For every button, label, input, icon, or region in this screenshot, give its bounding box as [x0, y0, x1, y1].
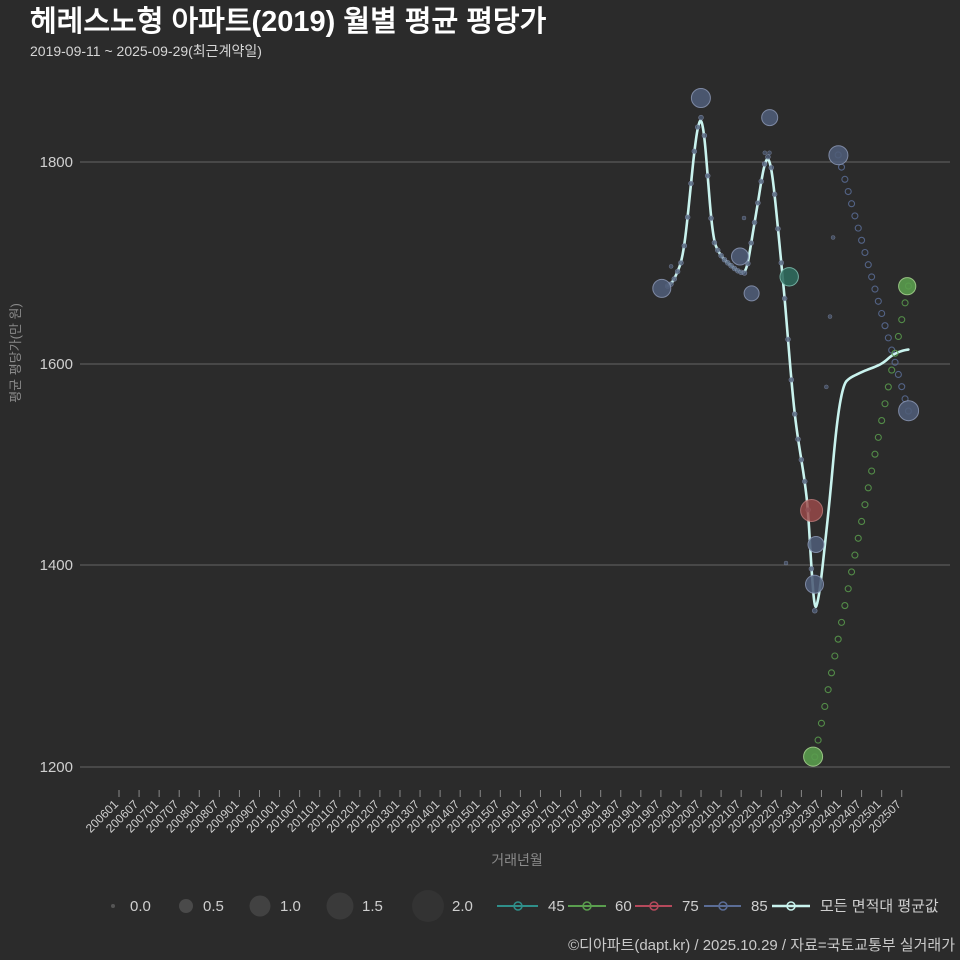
svg-text:모든 면적대 평균값: 모든 면적대 평균값 [820, 898, 939, 915]
svg-text:85: 85 [751, 898, 768, 915]
svg-text:1400: 1400 [40, 557, 73, 574]
svg-text:2.0: 2.0 [452, 898, 473, 915]
svg-text:평균 평당가(만 원): 평균 평당가(만 원) [8, 303, 23, 403]
svg-text:0.5: 0.5 [203, 898, 224, 915]
svg-text:1.0: 1.0 [280, 898, 301, 915]
svg-text:1.5: 1.5 [362, 898, 383, 915]
svg-text:거래년월: 거래년월 [491, 852, 543, 868]
svg-text:60: 60 [615, 898, 632, 915]
svg-text:1200: 1200 [40, 759, 73, 776]
svg-text:©디아파트(dapt.kr) / 2025.10.29 /: ©디아파트(dapt.kr) / 2025.10.29 / 자료=국토교통부 실… [568, 937, 955, 954]
svg-text:75: 75 [682, 898, 699, 915]
svg-text:1600: 1600 [40, 356, 73, 373]
svg-text:0.0: 0.0 [130, 898, 151, 915]
svg-text:1800: 1800 [40, 154, 73, 171]
svg-text:45: 45 [548, 898, 565, 915]
